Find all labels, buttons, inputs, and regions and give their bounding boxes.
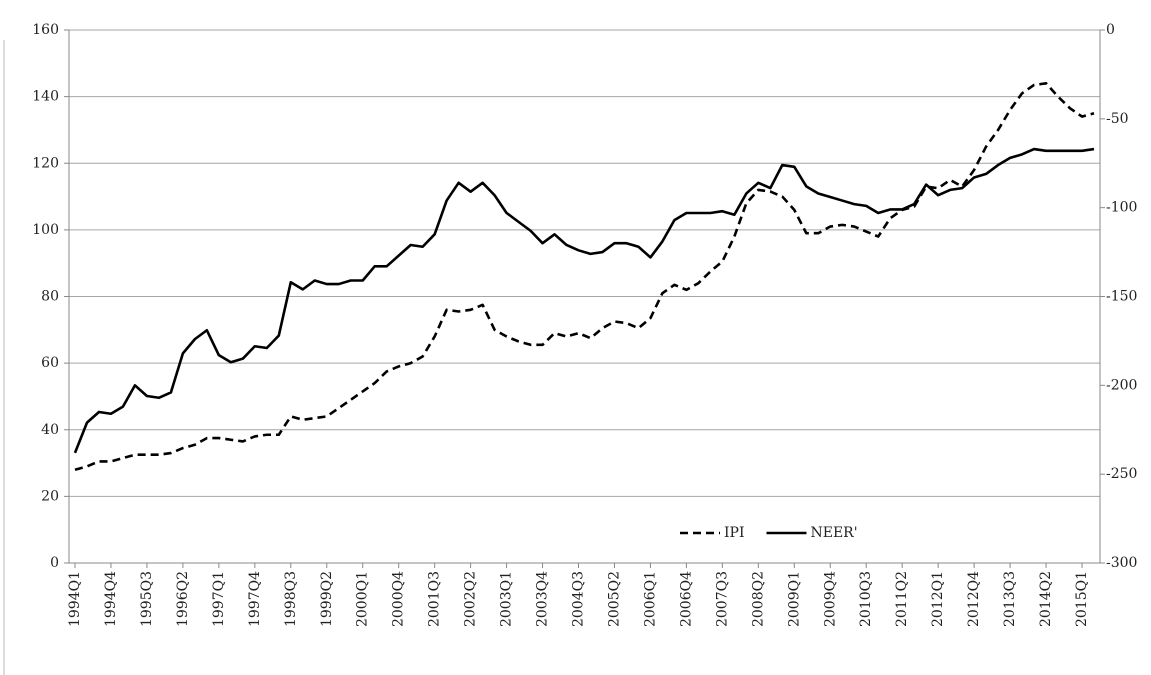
y-tick-label: 80 — [41, 289, 59, 305]
x-tick-label: 2009Q4 — [822, 571, 838, 627]
y-tick-label: 100 — [32, 222, 59, 238]
y-tick-label: 120 — [32, 155, 59, 171]
x-tick-label: 1999Q2 — [319, 571, 335, 627]
y2-tick-label: -50 — [1106, 111, 1129, 127]
x-tick-label: 2006Q4 — [678, 571, 694, 627]
x-tick-label: 1995Q3 — [139, 571, 155, 627]
x-tick-label: 2001Q3 — [427, 571, 443, 627]
legend-label: IPI — [724, 525, 744, 541]
x-tick-label: 2008Q2 — [750, 571, 766, 627]
x-tick-label: 1996Q2 — [175, 571, 191, 627]
x-tick-label: 2012Q1 — [930, 571, 946, 627]
x-tick-label: 2013Q3 — [1002, 571, 1018, 627]
x-tick-label: 2006Q1 — [642, 571, 658, 627]
y2-tick-label: 0 — [1106, 22, 1115, 38]
y-tick-label: 40 — [41, 422, 59, 438]
y-tick-label: 140 — [32, 89, 59, 105]
series-line — [74, 82, 1095, 471]
series-line — [73, 147, 1095, 454]
x-tick-label: 2003Q1 — [499, 571, 515, 627]
x-tick-label: 2010Q3 — [858, 571, 874, 627]
y2-tick-label: -200 — [1106, 377, 1137, 393]
x-tick-label: 1994Q1 — [67, 571, 83, 627]
x-tick-label: 2000Q1 — [355, 571, 371, 627]
x-tick-label: 2002Q2 — [463, 571, 479, 627]
x-tick-label: 2007Q3 — [714, 571, 730, 627]
x-tick-label: 2015Q1 — [1074, 571, 1090, 627]
x-tick-label: 1997Q1 — [211, 571, 227, 627]
y-tick-label: 20 — [41, 488, 59, 504]
x-tick-label: 2014Q2 — [1038, 571, 1054, 627]
x-tick-label: 2009Q1 — [786, 571, 802, 627]
x-tick-label: 1997Q4 — [247, 571, 263, 627]
y2-tick-label: -100 — [1106, 200, 1137, 216]
y-tick-label: 160 — [32, 22, 59, 38]
y-tick-label: 60 — [41, 355, 59, 371]
x-tick-label: 2012Q4 — [966, 571, 982, 627]
x-tick-label: 2011Q2 — [894, 571, 910, 627]
x-tick-label: 2000Q4 — [391, 571, 407, 627]
y2-tick-label: -300 — [1106, 555, 1137, 571]
y-tick-label: 0 — [50, 555, 59, 571]
x-tick-label: 1998Q3 — [283, 571, 299, 627]
x-tick-label: 2005Q2 — [606, 571, 622, 627]
x-tick-label: 1994Q4 — [103, 571, 119, 627]
legend-label: NEER' — [810, 525, 857, 541]
x-tick-label: 2004Q3 — [571, 571, 587, 627]
x-tick-label: 2003Q4 — [535, 571, 551, 627]
y2-tick-label: -150 — [1106, 289, 1137, 305]
y2-tick-label: -250 — [1106, 466, 1137, 482]
